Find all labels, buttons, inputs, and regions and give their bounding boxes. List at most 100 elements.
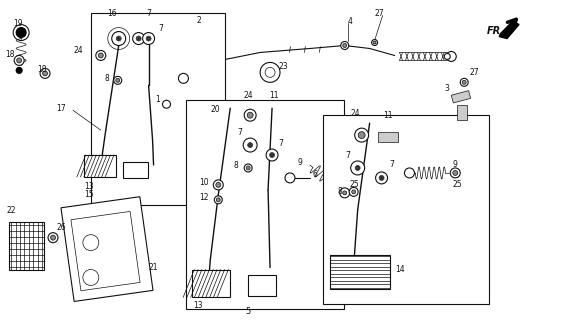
Bar [330, 255, 390, 289]
Text: 26: 26 [57, 223, 66, 232]
Text: 12: 12 [199, 193, 208, 202]
Circle shape [146, 36, 151, 41]
Circle shape [133, 33, 145, 44]
Text: 8: 8 [338, 188, 343, 196]
Circle shape [83, 235, 99, 251]
Circle shape [96, 51, 106, 60]
Text: 25: 25 [350, 180, 360, 189]
Text: 23: 23 [278, 62, 287, 71]
Text: 7: 7 [158, 24, 164, 33]
Circle shape [246, 166, 250, 170]
Bar [451, 91, 471, 103]
Bar [9, 222, 44, 269]
Bar [61, 197, 153, 301]
Circle shape [341, 42, 349, 50]
Circle shape [462, 80, 466, 84]
Circle shape [350, 161, 365, 175]
Text: 11: 11 [269, 91, 279, 100]
Circle shape [214, 180, 223, 190]
Text: 9: 9 [298, 158, 303, 167]
Text: 20: 20 [210, 105, 220, 114]
Circle shape [270, 153, 274, 157]
Circle shape [48, 233, 58, 243]
Text: 19: 19 [13, 19, 23, 28]
Circle shape [379, 175, 384, 180]
Text: 8: 8 [104, 74, 108, 83]
Text: 13: 13 [193, 301, 203, 310]
Bar [193, 269, 230, 297]
Text: FR.: FR. [487, 26, 505, 36]
Circle shape [343, 44, 346, 47]
Text: 24: 24 [243, 91, 253, 100]
Text: 27: 27 [469, 68, 479, 77]
Polygon shape [499, 20, 519, 38]
Text: 3: 3 [444, 84, 449, 93]
Text: 27: 27 [375, 9, 384, 18]
Text: 18: 18 [5, 51, 15, 60]
Text: 18: 18 [37, 65, 47, 75]
Bar [186, 100, 344, 309]
Circle shape [216, 182, 221, 188]
Circle shape [244, 164, 252, 172]
Circle shape [355, 165, 360, 171]
Circle shape [244, 109, 256, 121]
Text: 24: 24 [73, 46, 83, 55]
Circle shape [214, 196, 222, 204]
Text: 7: 7 [237, 128, 242, 137]
Circle shape [340, 188, 350, 198]
Text: 8: 8 [233, 162, 238, 171]
Text: 7: 7 [390, 160, 394, 170]
Circle shape [116, 36, 121, 41]
Circle shape [349, 188, 358, 196]
Circle shape [143, 33, 154, 44]
Bar [323, 115, 489, 304]
Text: 13: 13 [84, 182, 94, 191]
Circle shape [40, 68, 50, 78]
Circle shape [460, 78, 468, 86]
Text: 17: 17 [56, 104, 66, 113]
Circle shape [354, 128, 369, 142]
Circle shape [343, 191, 346, 195]
Circle shape [446, 52, 456, 61]
Circle shape [285, 173, 295, 183]
Text: 4: 4 [348, 17, 353, 26]
Circle shape [260, 62, 280, 82]
Bar [91, 13, 225, 205]
Circle shape [352, 190, 356, 194]
Circle shape [248, 143, 253, 148]
Text: 7: 7 [345, 150, 350, 160]
Text: 16: 16 [107, 9, 116, 18]
Bar [248, 275, 276, 296]
Circle shape [450, 168, 460, 178]
Bar [457, 105, 467, 120]
Circle shape [51, 235, 56, 240]
Text: 6: 6 [313, 171, 318, 180]
Text: 1: 1 [156, 95, 160, 104]
Circle shape [373, 41, 376, 44]
Circle shape [116, 78, 120, 82]
Bar [263, 111, 281, 120]
Circle shape [136, 36, 141, 41]
Circle shape [98, 53, 103, 58]
Text: 11: 11 [383, 111, 392, 120]
Circle shape [265, 68, 275, 77]
Text: 7: 7 [147, 9, 152, 18]
Circle shape [247, 112, 253, 118]
Circle shape [83, 269, 99, 285]
Text: 10: 10 [199, 179, 208, 188]
Bar [123, 162, 148, 178]
Text: 5: 5 [245, 307, 251, 316]
Circle shape [14, 55, 24, 65]
Bar [378, 132, 398, 142]
Circle shape [444, 53, 450, 60]
Text: 24: 24 [351, 109, 361, 118]
Bar [71, 212, 140, 291]
Circle shape [112, 32, 126, 45]
Text: 25: 25 [452, 180, 462, 189]
Circle shape [16, 58, 22, 63]
Circle shape [243, 138, 257, 152]
Text: 7: 7 [278, 139, 283, 148]
Circle shape [43, 71, 48, 76]
Circle shape [162, 100, 170, 108]
Circle shape [453, 171, 458, 175]
